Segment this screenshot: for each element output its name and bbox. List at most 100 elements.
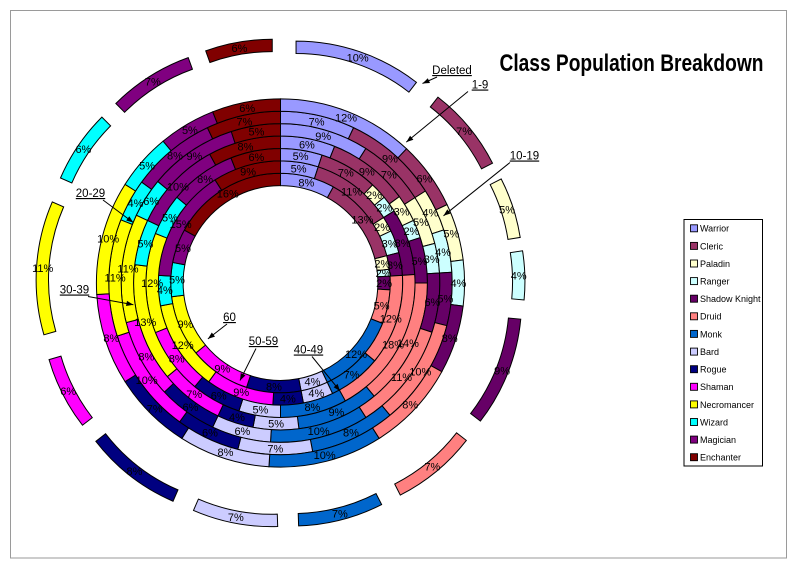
svg-text:5%: 5%: [182, 125, 198, 137]
svg-text:6%: 6%: [232, 43, 248, 55]
svg-text:12%: 12%: [335, 113, 357, 125]
svg-text:Warrior: Warrior: [700, 224, 729, 234]
svg-text:5%: 5%: [499, 204, 515, 216]
svg-text:6%: 6%: [202, 428, 218, 440]
svg-text:7%: 7%: [145, 77, 161, 89]
svg-text:4%: 4%: [229, 412, 245, 424]
svg-text:6%: 6%: [143, 196, 159, 208]
svg-text:11%: 11%: [117, 264, 138, 276]
svg-text:9%: 9%: [177, 319, 193, 331]
svg-text:8%: 8%: [304, 402, 320, 414]
svg-text:7%: 7%: [267, 443, 283, 455]
svg-text:11%: 11%: [391, 372, 412, 384]
svg-text:1-9: 1-9: [472, 80, 489, 92]
svg-text:6%: 6%: [183, 402, 199, 414]
svg-text:5%: 5%: [291, 163, 307, 175]
svg-text:8%: 8%: [395, 238, 411, 250]
svg-text:9%: 9%: [328, 407, 344, 419]
svg-text:Cleric: Cleric: [700, 241, 724, 251]
svg-text:8%: 8%: [218, 447, 234, 459]
svg-text:Shadow Knight: Shadow Knight: [700, 294, 761, 304]
svg-text:7%: 7%: [228, 512, 244, 524]
svg-text:8%: 8%: [167, 150, 183, 162]
svg-text:10-19: 10-19: [510, 151, 539, 163]
svg-text:Class Population Breakdown: Class Population Breakdown: [500, 49, 764, 77]
svg-text:2%: 2%: [374, 222, 390, 234]
svg-text:2%: 2%: [376, 268, 392, 280]
svg-text:5%: 5%: [437, 294, 453, 306]
svg-text:Druid: Druid: [700, 312, 722, 322]
svg-text:12%: 12%: [172, 340, 194, 352]
svg-text:5%: 5%: [374, 301, 390, 313]
svg-text:5%: 5%: [443, 228, 459, 240]
svg-text:9%: 9%: [315, 131, 331, 143]
svg-text:2%: 2%: [403, 226, 419, 238]
svg-text:7%: 7%: [381, 170, 397, 182]
svg-text:8%: 8%: [402, 400, 418, 412]
svg-text:Shaman: Shaman: [700, 382, 734, 392]
svg-text:9%: 9%: [359, 167, 375, 179]
svg-text:10%: 10%: [167, 182, 189, 194]
svg-text:4%: 4%: [435, 247, 451, 259]
svg-text:12%: 12%: [345, 349, 367, 361]
svg-text:Bard: Bard: [700, 347, 719, 357]
svg-text:Wizard: Wizard: [700, 417, 728, 427]
svg-text:8%: 8%: [103, 333, 119, 345]
svg-text:13%: 13%: [351, 214, 373, 226]
svg-text:2%: 2%: [376, 278, 392, 290]
svg-text:11%: 11%: [341, 186, 362, 198]
svg-text:9%: 9%: [233, 387, 249, 399]
svg-text:5%: 5%: [268, 419, 284, 431]
svg-text:7%: 7%: [236, 116, 252, 128]
svg-text:12%: 12%: [141, 278, 163, 290]
svg-text:3%: 3%: [424, 254, 440, 266]
svg-text:18%: 18%: [382, 340, 404, 352]
svg-text:4%: 4%: [280, 394, 296, 406]
svg-text:5%: 5%: [413, 217, 429, 229]
svg-text:9%: 9%: [494, 366, 510, 378]
svg-text:4%: 4%: [511, 270, 527, 282]
svg-text:9%: 9%: [186, 151, 202, 163]
svg-text:5%: 5%: [293, 151, 309, 163]
svg-text:14%: 14%: [397, 338, 419, 350]
svg-text:Paladin: Paladin: [700, 259, 730, 269]
svg-text:Deleted: Deleted: [432, 65, 472, 77]
svg-text:8%: 8%: [343, 428, 359, 440]
svg-text:7%: 7%: [332, 509, 348, 521]
svg-text:6%: 6%: [211, 390, 227, 402]
svg-text:12%: 12%: [380, 314, 402, 326]
svg-text:50-59: 50-59: [249, 336, 278, 348]
svg-text:10%: 10%: [308, 426, 330, 438]
svg-text:2%: 2%: [376, 203, 392, 215]
svg-text:5%: 5%: [175, 243, 191, 255]
svg-text:8%: 8%: [238, 142, 254, 154]
svg-text:4%: 4%: [422, 207, 438, 219]
svg-text:16%: 16%: [217, 189, 239, 201]
svg-text:6%: 6%: [239, 103, 255, 115]
svg-text:7%: 7%: [147, 404, 163, 416]
svg-text:7%: 7%: [309, 116, 325, 128]
svg-text:7%: 7%: [456, 126, 472, 138]
svg-text:6%: 6%: [75, 144, 91, 156]
svg-text:4%: 4%: [157, 285, 173, 297]
svg-text:6%: 6%: [248, 152, 264, 164]
svg-text:3%: 3%: [394, 206, 410, 218]
svg-text:10%: 10%: [314, 450, 336, 462]
svg-text:13%: 13%: [134, 317, 156, 329]
svg-text:8%: 8%: [127, 466, 143, 478]
svg-text:40-49: 40-49: [294, 345, 323, 357]
svg-text:8%: 8%: [138, 352, 154, 364]
svg-text:7%: 7%: [338, 167, 354, 179]
svg-text:15%: 15%: [170, 219, 192, 231]
svg-text:Necromancer: Necromancer: [700, 400, 754, 410]
svg-text:4%: 4%: [450, 278, 466, 290]
svg-text:30-39: 30-39: [60, 285, 89, 297]
svg-text:4%: 4%: [308, 388, 324, 400]
svg-text:6%: 6%: [234, 426, 250, 438]
svg-text:2%: 2%: [374, 259, 390, 271]
svg-text:5%: 5%: [412, 256, 428, 268]
svg-text:6%: 6%: [424, 297, 440, 309]
svg-text:20-29: 20-29: [76, 188, 105, 200]
svg-text:2%: 2%: [366, 190, 382, 202]
svg-text:10%: 10%: [347, 53, 369, 65]
